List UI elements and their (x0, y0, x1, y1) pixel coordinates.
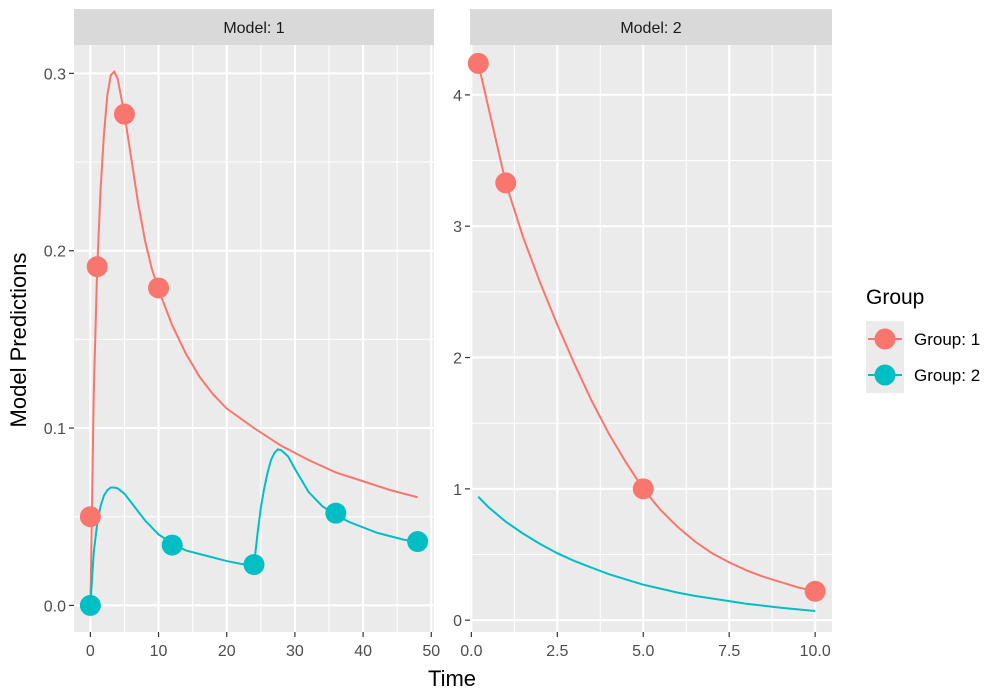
strip-background (74, 9, 434, 45)
series-layer (79, 69, 429, 616)
data-point (243, 554, 265, 576)
x-tick-label: 0.0 (460, 643, 482, 660)
gridlines (470, 45, 832, 632)
axis-ticks: 0.0 2.5 5.0 7.5 10.0 0 1 2 3 4 (453, 88, 831, 660)
strip-label: Model: 2 (620, 20, 681, 37)
x-tick-label: 10.0 (800, 643, 831, 660)
panel-background (470, 45, 832, 632)
data-point (632, 478, 654, 500)
legend-keys: Group: 1 Group: 2 (866, 321, 980, 393)
panel-background (74, 45, 434, 632)
y-tick-label: 2 (453, 351, 462, 368)
legend-entry-label: Group: 2 (914, 366, 980, 385)
x-tick-label: 5.0 (632, 643, 654, 660)
y-tick-label: 4 (453, 88, 462, 105)
data-point (113, 103, 135, 125)
x-tick-label: 10 (150, 643, 168, 660)
y-tick-label: 0.1 (44, 421, 66, 438)
data-point (79, 594, 101, 616)
x-tick-label: 0 (86, 643, 95, 660)
strip-label: Model: 1 (223, 20, 284, 37)
x-tick-label: 50 (422, 643, 440, 660)
data-point (804, 580, 826, 602)
y-tick-label: 0.3 (44, 66, 66, 83)
data-point (86, 256, 108, 278)
data-point (495, 172, 517, 194)
y-tick-label: 0 (453, 613, 462, 630)
y-tick-label: 0.2 (44, 244, 66, 261)
data-point (467, 52, 489, 74)
legend-title: Group (866, 286, 924, 309)
legend-key-point (874, 328, 896, 350)
data-point (161, 534, 183, 556)
y-tick-label: 1 (453, 482, 462, 499)
legend-entry-label: Group: 1 (914, 330, 980, 349)
y-axis-label: Model Predictions (6, 253, 31, 428)
legend: Group Group: 1 Group: 2 (866, 286, 980, 393)
x-tick-label: 20 (218, 643, 236, 660)
gridlines (74, 45, 434, 632)
legend-key-point (874, 364, 896, 386)
series-layer (467, 52, 826, 612)
series-line (477, 496, 816, 612)
panel-model-1: Model: 1 0 10 20 30 40 50 0.0 0.1 0.2 0.3 (44, 9, 441, 660)
x-tick-label: 30 (286, 643, 304, 660)
panel-model-2: Model: 2 0.0 2.5 5.0 7.5 10.0 0 1 2 3 4 (453, 9, 832, 660)
x-tick-label: 2.5 (546, 643, 568, 660)
x-axis-label: Time (428, 666, 476, 691)
y-tick-label: 0.0 (44, 598, 66, 615)
x-tick-label: 40 (354, 643, 372, 660)
data-point (148, 277, 170, 299)
axis-ticks: 0 10 20 30 40 50 0.0 0.1 0.2 0.3 (44, 66, 441, 660)
data-point (325, 502, 347, 524)
strip-background (470, 9, 832, 45)
x-tick-label: 7.5 (718, 643, 740, 660)
y-tick-label: 3 (453, 219, 462, 236)
data-point (79, 506, 101, 528)
data-point (407, 531, 429, 553)
